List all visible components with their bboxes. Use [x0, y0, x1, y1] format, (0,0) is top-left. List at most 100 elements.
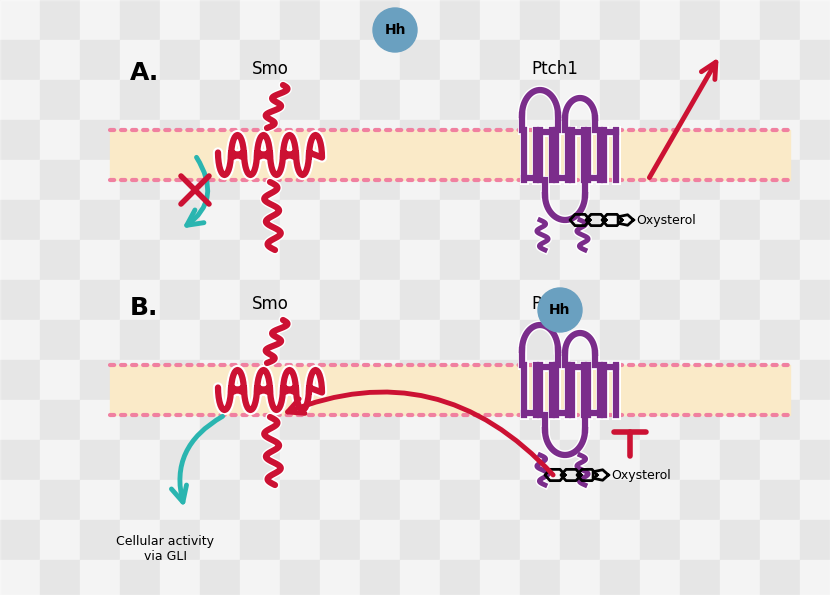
Bar: [720, 480, 760, 520]
Bar: [640, 440, 680, 480]
Bar: [160, 400, 200, 440]
Bar: [280, 120, 320, 160]
Bar: [0, 200, 40, 240]
Bar: [440, 200, 480, 240]
Bar: [280, 160, 320, 200]
Bar: [400, 360, 440, 400]
Bar: [120, 40, 160, 80]
Bar: [440, 320, 480, 360]
Bar: [720, 120, 760, 160]
Bar: [120, 480, 160, 520]
Bar: [720, 440, 760, 480]
Bar: [200, 0, 240, 40]
Bar: [520, 80, 560, 120]
Bar: [400, 80, 440, 120]
Bar: [120, 0, 160, 40]
Bar: [40, 440, 80, 480]
Bar: [360, 560, 400, 595]
Bar: [80, 440, 120, 480]
Bar: [560, 80, 600, 120]
Bar: [560, 280, 600, 320]
Bar: [600, 560, 640, 595]
Bar: [160, 280, 200, 320]
Bar: [200, 480, 240, 520]
Bar: [320, 40, 360, 80]
Bar: [520, 520, 560, 560]
Bar: [680, 120, 720, 160]
Bar: [40, 360, 80, 400]
Text: A.: A.: [130, 61, 159, 85]
Bar: [360, 120, 400, 160]
Bar: [80, 120, 120, 160]
Bar: [480, 560, 520, 595]
Bar: [560, 160, 600, 200]
Bar: [80, 520, 120, 560]
Bar: [360, 360, 400, 400]
Bar: [0, 0, 40, 40]
Bar: [600, 200, 640, 240]
Bar: [640, 240, 680, 280]
Bar: [720, 280, 760, 320]
Bar: [360, 480, 400, 520]
Bar: [800, 280, 830, 320]
Bar: [520, 40, 560, 80]
Bar: [800, 200, 830, 240]
Bar: [440, 520, 480, 560]
Bar: [600, 120, 640, 160]
Bar: [0, 120, 40, 160]
Bar: [80, 80, 120, 120]
Bar: [600, 360, 640, 400]
Bar: [160, 440, 200, 480]
Bar: [120, 440, 160, 480]
Bar: [560, 200, 600, 240]
Bar: [200, 80, 240, 120]
Bar: [120, 160, 160, 200]
Bar: [640, 360, 680, 400]
Bar: [200, 200, 240, 240]
Bar: [320, 0, 360, 40]
Text: Cellular activity
via GLI: Cellular activity via GLI: [116, 535, 214, 563]
Bar: [760, 280, 800, 320]
Bar: [680, 240, 720, 280]
Bar: [360, 160, 400, 200]
Bar: [200, 240, 240, 280]
Bar: [640, 40, 680, 80]
Bar: [40, 400, 80, 440]
Bar: [760, 480, 800, 520]
Bar: [320, 280, 360, 320]
Bar: [400, 40, 440, 80]
Bar: [600, 320, 640, 360]
Bar: [400, 520, 440, 560]
Bar: [680, 560, 720, 595]
Bar: [200, 160, 240, 200]
Bar: [0, 160, 40, 200]
Bar: [40, 120, 80, 160]
Bar: [200, 560, 240, 595]
Bar: [80, 0, 120, 40]
Bar: [40, 160, 80, 200]
Bar: [80, 400, 120, 440]
Bar: [400, 560, 440, 595]
Bar: [0, 320, 40, 360]
Bar: [440, 400, 480, 440]
Bar: [110, 365, 790, 415]
Bar: [520, 480, 560, 520]
Bar: [320, 80, 360, 120]
Bar: [40, 80, 80, 120]
Bar: [360, 200, 400, 240]
Bar: [160, 200, 200, 240]
Bar: [400, 480, 440, 520]
Bar: [280, 360, 320, 400]
Bar: [720, 240, 760, 280]
Bar: [800, 80, 830, 120]
Bar: [160, 520, 200, 560]
Bar: [560, 440, 600, 480]
Text: Oxysterol: Oxysterol: [636, 214, 696, 227]
Bar: [400, 320, 440, 360]
Bar: [280, 80, 320, 120]
Bar: [120, 560, 160, 595]
Bar: [120, 80, 160, 120]
Bar: [360, 40, 400, 80]
Bar: [520, 440, 560, 480]
Bar: [560, 360, 600, 400]
